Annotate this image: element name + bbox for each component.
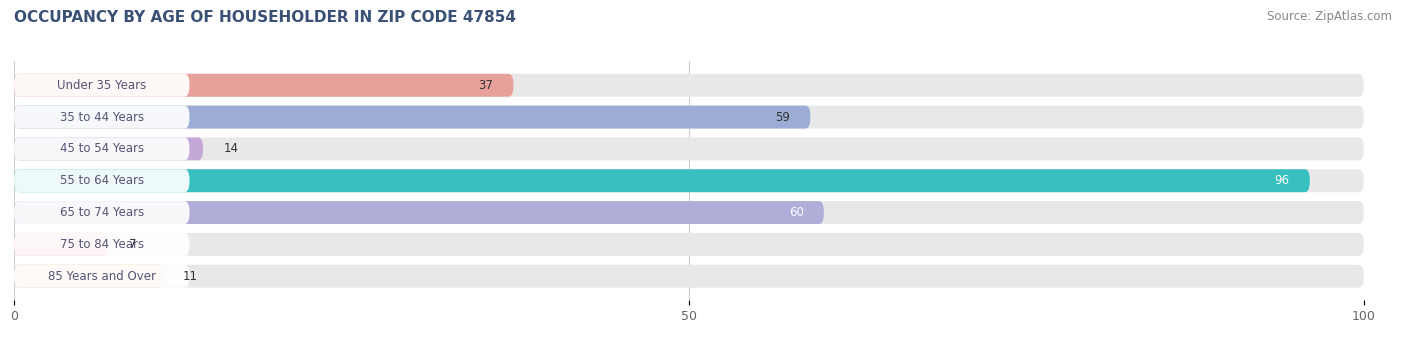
FancyBboxPatch shape (14, 233, 1364, 256)
FancyBboxPatch shape (14, 74, 190, 97)
FancyBboxPatch shape (14, 106, 190, 129)
FancyBboxPatch shape (14, 74, 1364, 97)
Text: 55 to 64 Years: 55 to 64 Years (59, 174, 143, 187)
FancyBboxPatch shape (14, 169, 1364, 192)
Text: 75 to 84 Years: 75 to 84 Years (59, 238, 143, 251)
FancyBboxPatch shape (14, 74, 513, 97)
Text: 14: 14 (224, 143, 238, 155)
Text: 85 Years and Over: 85 Years and Over (48, 270, 156, 283)
FancyBboxPatch shape (14, 233, 190, 256)
FancyBboxPatch shape (14, 265, 163, 288)
FancyBboxPatch shape (14, 137, 202, 160)
Text: Source: ZipAtlas.com: Source: ZipAtlas.com (1267, 10, 1392, 23)
FancyBboxPatch shape (14, 201, 190, 224)
Text: 65 to 74 Years: 65 to 74 Years (59, 206, 143, 219)
FancyBboxPatch shape (14, 169, 190, 192)
Text: 60: 60 (789, 206, 804, 219)
FancyBboxPatch shape (14, 169, 1310, 192)
Text: 37: 37 (478, 79, 494, 92)
Text: 45 to 54 Years: 45 to 54 Years (59, 143, 143, 155)
FancyBboxPatch shape (14, 137, 190, 160)
Text: OCCUPANCY BY AGE OF HOUSEHOLDER IN ZIP CODE 47854: OCCUPANCY BY AGE OF HOUSEHOLDER IN ZIP C… (14, 10, 516, 25)
Text: 7: 7 (129, 238, 136, 251)
FancyBboxPatch shape (14, 137, 1364, 160)
Text: 11: 11 (183, 270, 198, 283)
FancyBboxPatch shape (14, 106, 810, 129)
Text: Under 35 Years: Under 35 Years (58, 79, 146, 92)
FancyBboxPatch shape (14, 233, 108, 256)
Text: 59: 59 (775, 110, 790, 123)
FancyBboxPatch shape (14, 106, 1364, 129)
Text: 35 to 44 Years: 35 to 44 Years (59, 110, 143, 123)
FancyBboxPatch shape (14, 201, 824, 224)
FancyBboxPatch shape (14, 265, 1364, 288)
FancyBboxPatch shape (14, 265, 190, 288)
Text: 96: 96 (1275, 174, 1289, 187)
FancyBboxPatch shape (14, 201, 1364, 224)
